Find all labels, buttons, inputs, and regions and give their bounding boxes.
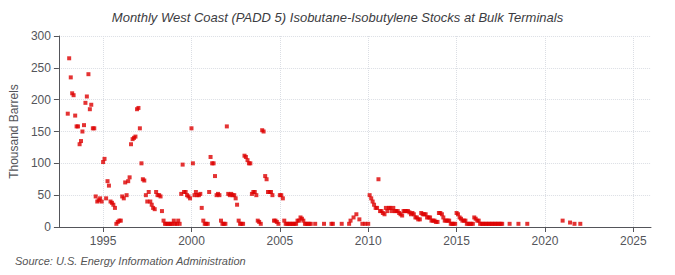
svg-text:Thousand Barrels: Thousand Barrels <box>7 84 21 179</box>
svg-text:Monthly West Coast (PADD 5) Is: Monthly West Coast (PADD 5) Isobutane-Is… <box>112 10 564 25</box>
svg-text:200: 200 <box>31 93 51 107</box>
svg-text:0: 0 <box>44 220 51 234</box>
svg-text:2010: 2010 <box>355 234 382 248</box>
svg-text:300: 300 <box>31 29 51 43</box>
svg-text:Source: U.S. Energy Informatio: Source: U.S. Energy Information Administ… <box>15 255 246 267</box>
svg-text:2020: 2020 <box>532 234 559 248</box>
svg-text:2005: 2005 <box>266 234 293 248</box>
svg-text:2025: 2025 <box>620 234 647 248</box>
svg-text:250: 250 <box>31 61 51 75</box>
svg-text:2000: 2000 <box>178 234 205 248</box>
svg-text:150: 150 <box>31 125 51 139</box>
svg-text:1995: 1995 <box>90 234 117 248</box>
svg-text:100: 100 <box>31 156 51 170</box>
svg-text:2015: 2015 <box>443 234 470 248</box>
svg-text:50: 50 <box>38 188 52 202</box>
